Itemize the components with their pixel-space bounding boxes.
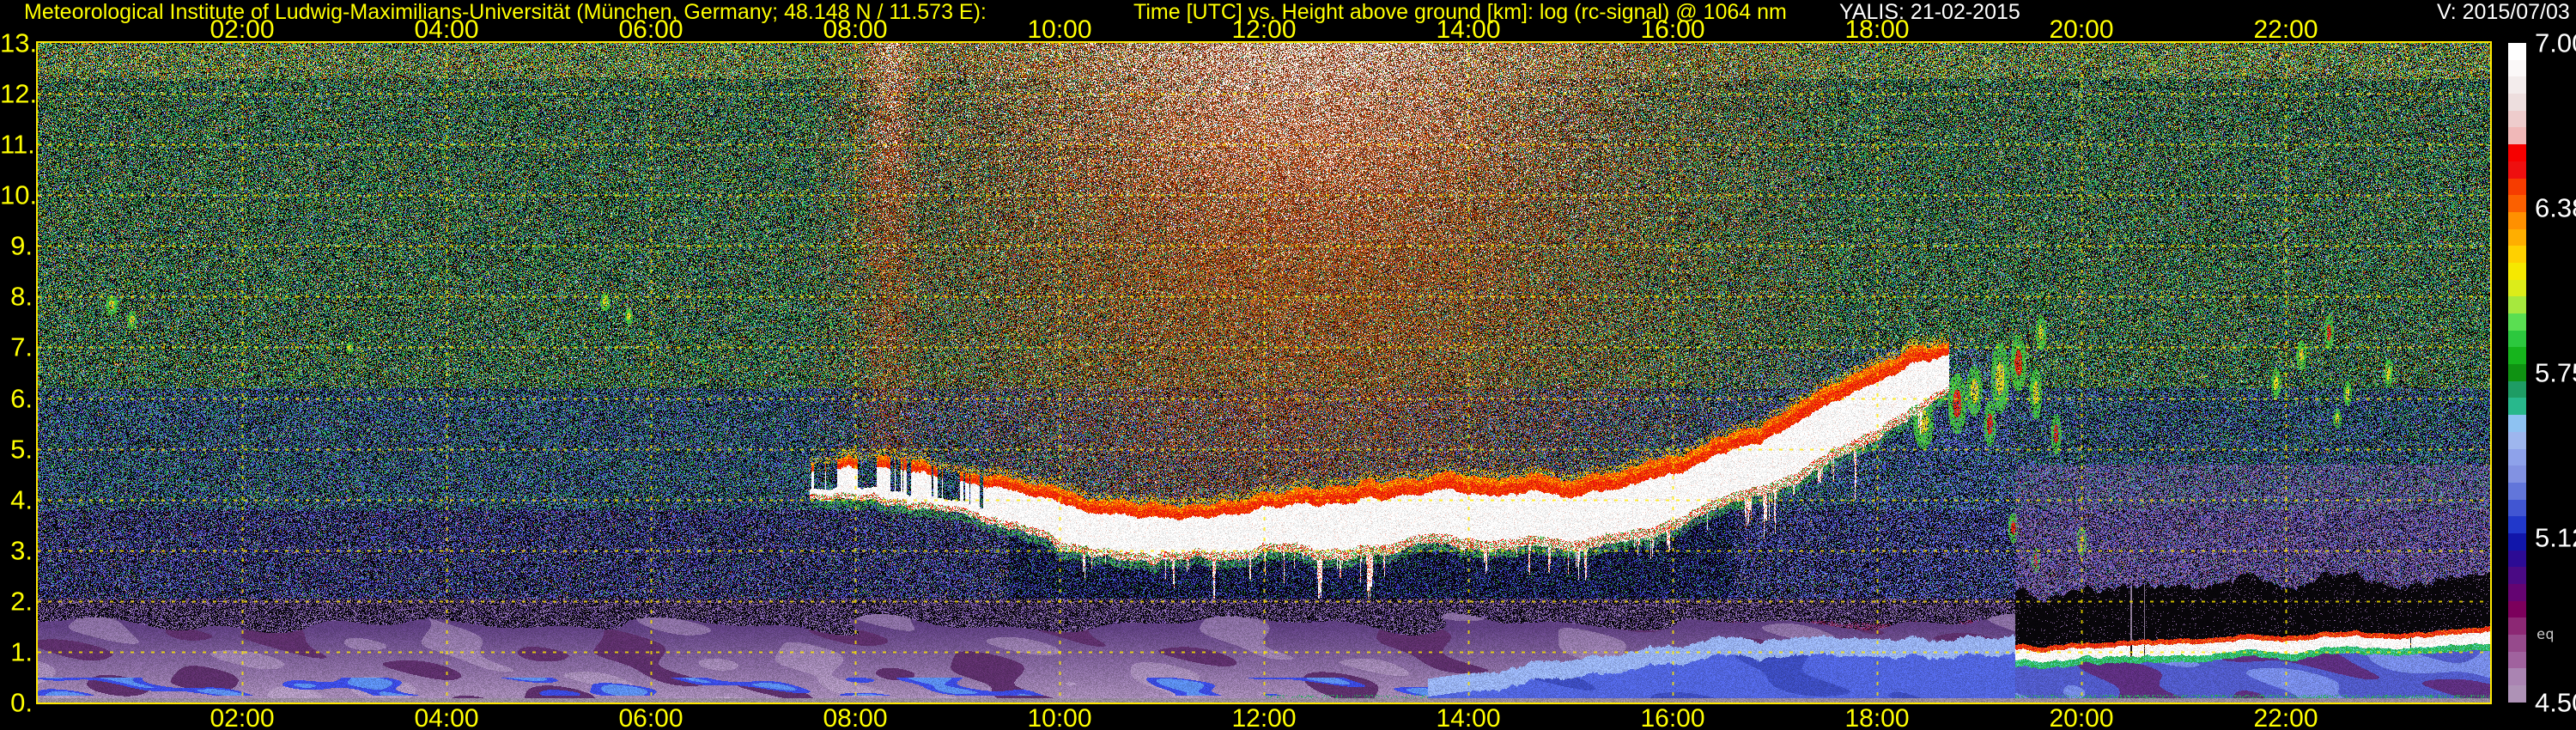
- y-tick-label: 4.: [10, 484, 33, 515]
- x-tick-label-bottom: 20:00: [2049, 704, 2114, 730]
- x-tick-label-top: 10:00: [1027, 15, 1092, 44]
- x-tick-label-bottom: 04:00: [414, 704, 479, 730]
- colorbar-tick-label: 7.00: [2535, 27, 2576, 58]
- x-tick-label-bottom: 16:00: [1640, 704, 1705, 730]
- colorbar-segment: [2508, 178, 2526, 196]
- x-tick-label-bottom: 22:00: [2253, 704, 2318, 730]
- x-tick-label-top: 08:00: [823, 15, 888, 44]
- x-tick-label-bottom: 12:00: [1231, 704, 1297, 730]
- x-tick-label-bottom: 06:00: [618, 704, 683, 730]
- y-tick-label: 9.: [10, 230, 33, 261]
- colorbar-segment: [2508, 600, 2526, 618]
- x-tick-label-bottom: 02:00: [210, 704, 275, 730]
- y-tick-label: 5.: [10, 434, 33, 465]
- version-label: V: 2015/07/03: [2437, 0, 2570, 24]
- colorbar-segment: [2508, 415, 2526, 432]
- x-tick-label-top: 22:00: [2253, 15, 2318, 44]
- colorbar-segment: [2508, 211, 2526, 229]
- colorbar-segment: [2508, 195, 2526, 212]
- colorbar-segment: [2508, 567, 2526, 584]
- colorbar-segment: [2508, 364, 2526, 381]
- colorbar-segment: [2508, 499, 2526, 517]
- institute-title: Meteorological Institute of Ludwig-Maxim…: [24, 0, 987, 24]
- y-tick-label: 11.: [0, 129, 35, 160]
- colorbar-segment: [2508, 668, 2526, 686]
- signal-heatmap-canvas: [38, 43, 2490, 703]
- colorbar-segment: [2508, 110, 2526, 128]
- x-tick-label-top: 06:00: [618, 15, 683, 44]
- plot-title: Time [UTC] vs. Height above ground [km]:…: [1133, 0, 1787, 24]
- colorbar-tick-label: 4.50: [2535, 687, 2576, 718]
- colorbar-segment: [2508, 161, 2526, 179]
- colorbar-segment: [2508, 262, 2526, 280]
- colorbar-segment: [2508, 59, 2526, 77]
- y-tick-label: 7.: [10, 332, 33, 362]
- colorbar-segment: [2508, 465, 2526, 483]
- colorbar-segment: [2508, 685, 2526, 703]
- y-tick-label: 2.: [10, 586, 33, 617]
- x-tick-label-bottom: 08:00: [823, 704, 888, 730]
- y-tick-label: 3.: [10, 535, 33, 566]
- colorbar-segment: [2508, 279, 2526, 297]
- colorbar-segment: [2508, 43, 2526, 60]
- colorbar-segment: [2508, 380, 2526, 398]
- colorbar-segment: [2508, 398, 2526, 416]
- x-tick-label-top: 12:00: [1231, 15, 1297, 44]
- plot-frame: [36, 41, 2492, 704]
- colorbar-segment: [2508, 330, 2526, 348]
- x-tick-label-top: 02:00: [210, 15, 275, 44]
- colorbar-segment: [2508, 617, 2526, 636]
- colorbar-segment: [2508, 550, 2526, 568]
- colorbar-segment: [2508, 635, 2526, 652]
- colorbar-segment: [2508, 532, 2526, 551]
- y-tick-label: 0.: [10, 687, 33, 718]
- y-tick-label: 1.: [10, 636, 33, 667]
- colorbar-note-label: eq: [2537, 626, 2555, 643]
- colorbar-tick-label: 6.38: [2535, 192, 2576, 223]
- colorbar-segment: [2508, 127, 2526, 145]
- colorbar-segment: [2508, 482, 2526, 500]
- y-tick-label: 13.: [0, 27, 38, 58]
- colorbar-segment: [2508, 94, 2526, 111]
- colorbar-segment: [2508, 347, 2526, 365]
- colorbar-segment: [2508, 76, 2526, 94]
- colorbar-segment: [2508, 313, 2526, 331]
- y-tick-label: 12.: [0, 78, 38, 109]
- colorbar-segment: [2508, 296, 2526, 313]
- x-tick-label-bottom: 18:00: [1844, 704, 1910, 730]
- colorbar-segment: [2508, 651, 2526, 669]
- colorbar-segment: [2508, 246, 2526, 263]
- x-tick-label-bottom: 10:00: [1027, 704, 1092, 730]
- x-tick-label-top: 14:00: [1436, 15, 1501, 44]
- colorbar-segment: [2508, 516, 2526, 533]
- y-tick-label: 8.: [10, 281, 33, 312]
- x-tick-label-top: 18:00: [1844, 15, 1910, 44]
- instrument-date-label: YALIS: 21-02-2015: [1839, 0, 2020, 24]
- colorbar-tick-label: 5.12: [2535, 522, 2576, 553]
- y-tick-label: 6.: [10, 383, 33, 414]
- x-tick-label-top: 20:00: [2049, 15, 2114, 44]
- x-tick-label-bottom: 14:00: [1436, 704, 1501, 730]
- colorbar-segment: [2508, 584, 2526, 601]
- x-tick-label-top: 04:00: [414, 15, 479, 44]
- colorbar-tick-label: 5.75: [2535, 357, 2576, 388]
- colorbar-segment: [2508, 431, 2526, 449]
- colorbar: [2508, 43, 2526, 703]
- colorbar-segment: [2508, 228, 2526, 246]
- x-tick-label-top: 16:00: [1640, 15, 1705, 44]
- y-tick-label: 10.: [0, 179, 38, 210]
- colorbar-segment: [2508, 448, 2526, 466]
- colorbar-segment: [2508, 144, 2526, 161]
